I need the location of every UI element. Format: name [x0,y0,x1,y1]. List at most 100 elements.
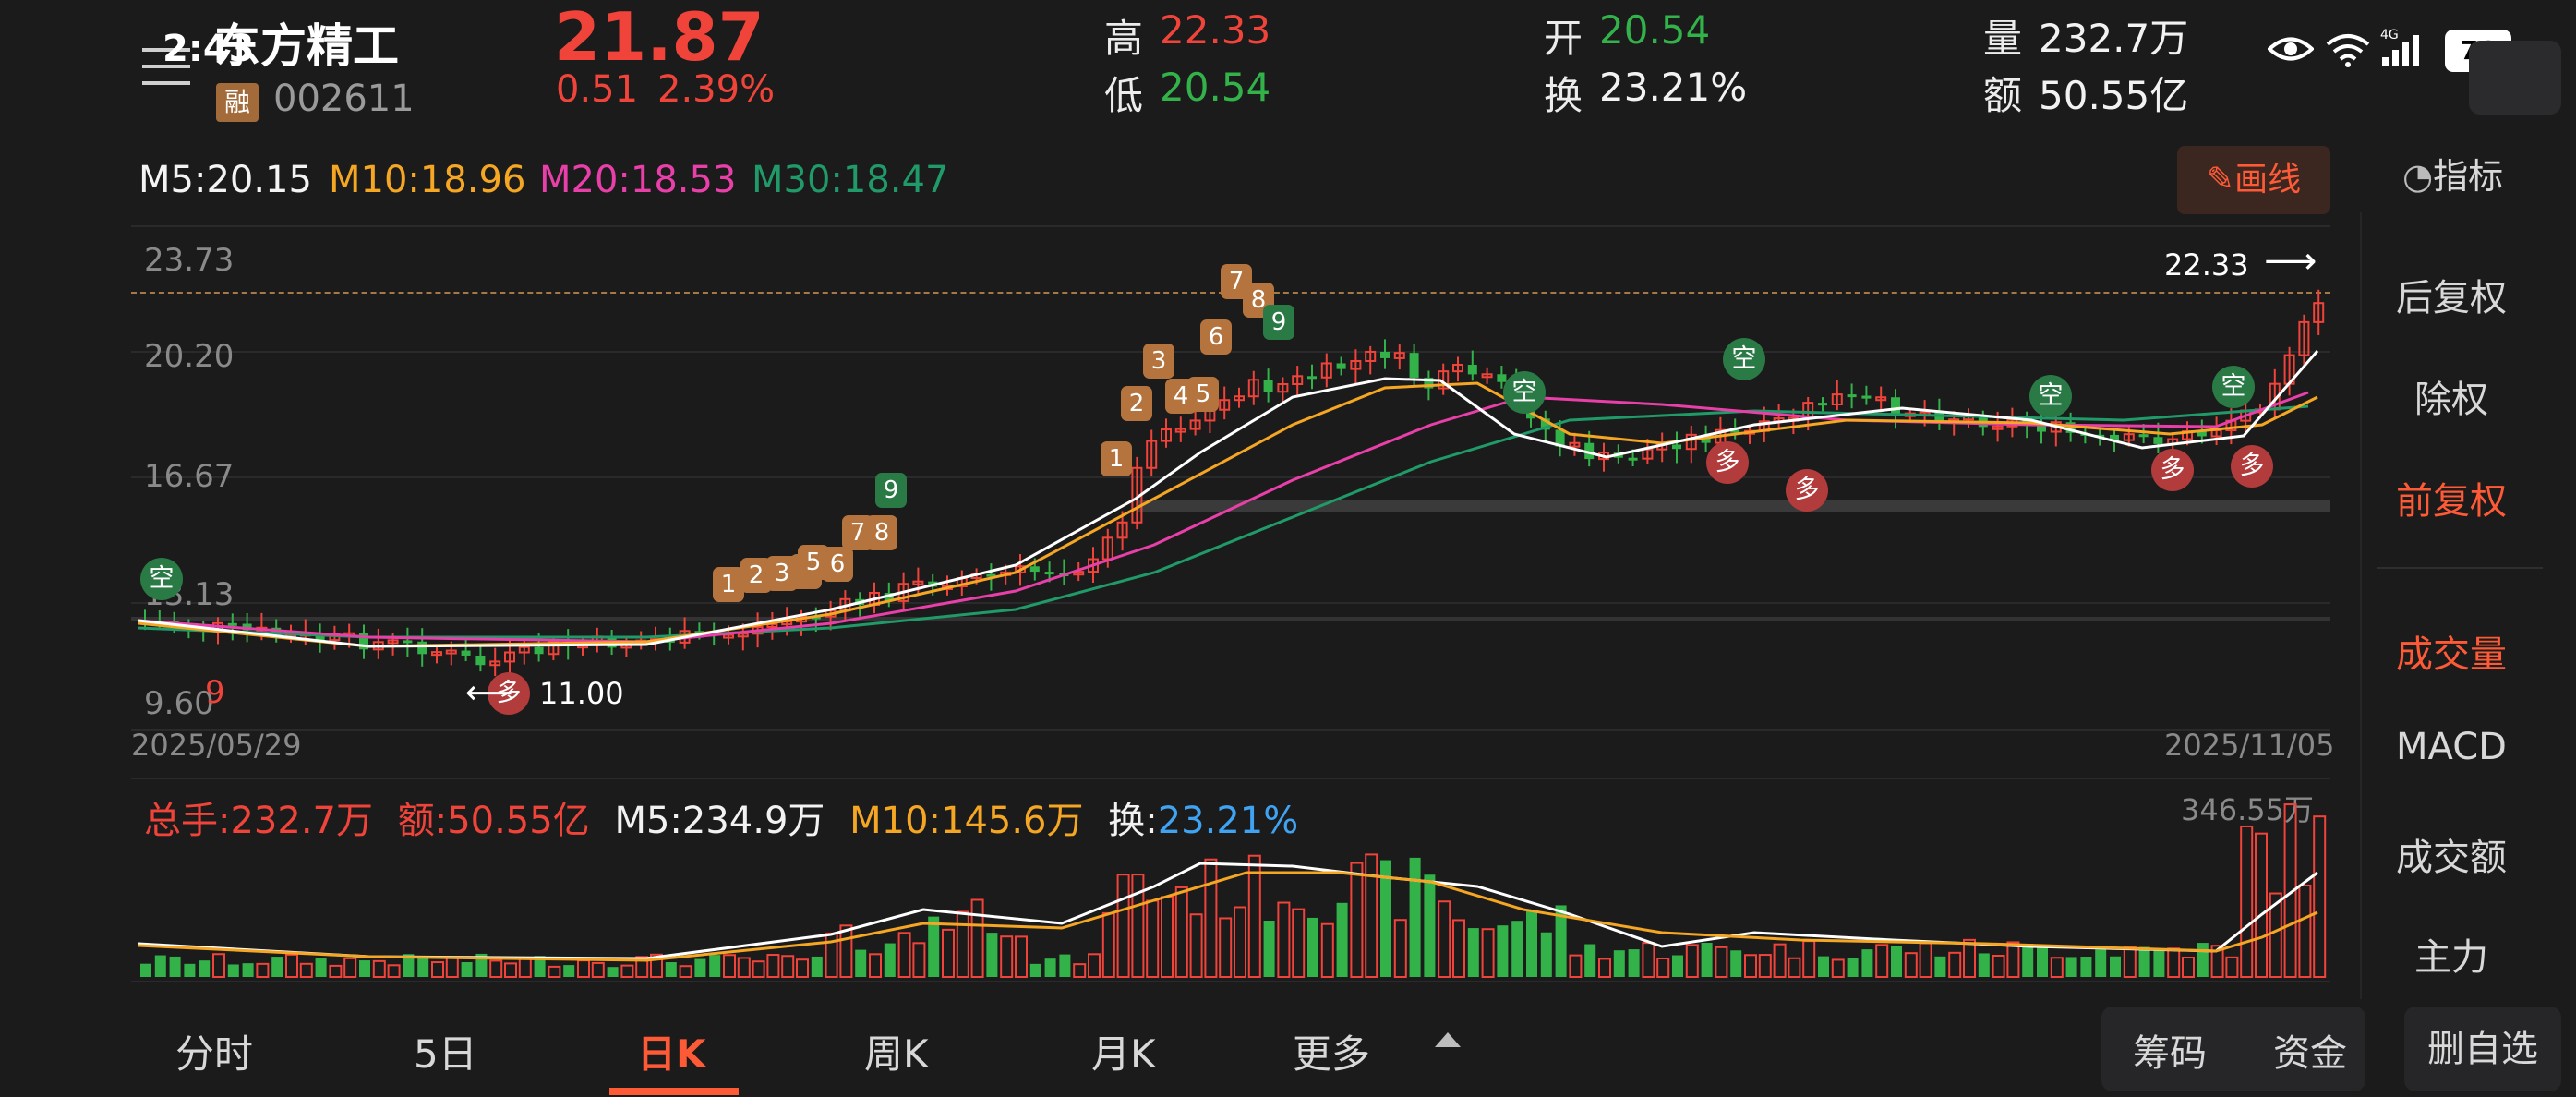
candle-body [1569,441,1581,448]
volume-bar [1904,952,1918,978]
candle-body [1467,365,1477,375]
candle-body [461,650,471,656]
volume-bar [1656,957,1670,979]
candle-body [1146,440,1158,469]
volume-bar [1773,943,1787,979]
funds-button[interactable]: 资金 [2273,1032,2347,1075]
seq-mark: 1 [713,567,744,602]
volume-bar [169,956,181,977]
volume-bar [1059,954,1071,977]
volume-bar [1219,917,1233,978]
chips-button[interactable]: 筹码 [2133,1032,2207,1075]
volume-bar [737,957,751,979]
volume-bar [796,958,809,979]
seq-mark: 6 [822,547,853,582]
volume-bar [2138,946,2150,977]
low-value: 20.54 [1160,65,1271,110]
volume-bar [1320,922,1334,979]
current-price: 21.87 [554,0,764,76]
candle-body [387,639,399,645]
volume-bar [403,954,415,977]
candle-body [2037,425,2046,432]
volume-bar [387,964,401,978]
candle-body [431,651,442,657]
volume-bar [766,954,780,978]
ma30-line [138,404,2309,639]
volume-bar [2037,946,2048,977]
candle-body [445,649,457,655]
caret-up-icon[interactable] [1435,1032,1461,1047]
turnover-label: 换 [1544,73,1583,118]
volume-bar [2240,825,2254,979]
menu-icon[interactable] [142,44,190,85]
volume-bar [1380,860,1391,977]
candle-body [1672,444,1681,450]
volume-bar [1802,940,1816,978]
candle-body [1320,362,1332,379]
tab-5day[interactable]: 5日 [414,1031,477,1077]
volume-bar [811,956,823,977]
y-tick: 23.73 [144,242,235,279]
side-volume[interactable]: 成交量 [2396,633,2507,676]
candle-body [1234,395,1245,402]
volume-bar [563,965,575,977]
screen-button[interactable] [2469,41,2561,115]
side-turnover-amount[interactable]: 成交额 [2396,837,2507,879]
tab-monthly[interactable]: 月K [1091,1031,1156,1077]
candle-body [1584,442,1595,460]
volume-bar [329,964,343,978]
volume-bar [1992,954,2005,978]
volume-bar [869,953,882,978]
candle-body [694,631,704,634]
volume-bar [1598,958,1611,978]
volume-bar [1307,917,1318,977]
seq-mark: 2 [1121,386,1152,421]
price-chart-frame[interactable] [131,225,2330,731]
ma5-legend: M5:20.15 [138,159,312,201]
side-macd[interactable]: MACD [2396,726,2507,768]
volume-bar [2065,957,2077,977]
candle-body [737,633,749,638]
volume-bar [2095,949,2107,977]
volume-bar [227,964,239,977]
indicator-label: 指标 [2433,156,2504,197]
candle-body [1875,396,1887,402]
turnover-value: 23.21% [1599,65,1748,110]
volume-bar [2283,803,2297,978]
candle-body [1174,428,1186,433]
remove-watchlist-button[interactable]: 删自选 [2404,1007,2561,1091]
tab-daily[interactable]: 日K [637,1031,706,1077]
vol-amount: 额:50.55亿 [397,800,590,842]
side-ex-rights[interactable]: 除权 [2414,379,2488,421]
status-time: 2:43 [163,28,255,70]
volume-bar [1948,951,1962,978]
amount-value: 50.55亿 [2039,73,2189,118]
candle-body [1116,521,1128,539]
tab-weekly[interactable]: 周K [864,1031,929,1077]
tab-intraday[interactable]: 分时 [175,1031,254,1077]
volume-bar [359,960,370,977]
draw-line-button[interactable]: ✎画线 [2177,146,2330,214]
side-main-force[interactable]: 主力 [2414,936,2488,979]
volume-bar [343,957,357,979]
volume-chart-frame[interactable] [131,778,2330,982]
indicator-button[interactable]: ◔指标 [2402,148,2503,199]
candle-body [986,573,996,577]
seq-mark: 8 [866,515,897,550]
signal-kong: 空 [140,558,183,600]
candle-body [1044,572,1054,575]
volume-bar [897,932,911,978]
volume-bar [1569,954,1583,979]
volume-bar [752,960,765,978]
side-fwd-adjust[interactable]: 前复权 [2396,480,2507,523]
volume-bar [607,967,619,977]
volume-bar [781,955,795,979]
candle-body [417,641,427,655]
tab-more[interactable]: 更多 [1293,1031,1371,1077]
volume-bar [956,910,969,979]
volume-bar [1730,950,1742,977]
candle-body [1555,429,1565,447]
side-back-adjust[interactable]: 后复权 [2396,277,2507,319]
